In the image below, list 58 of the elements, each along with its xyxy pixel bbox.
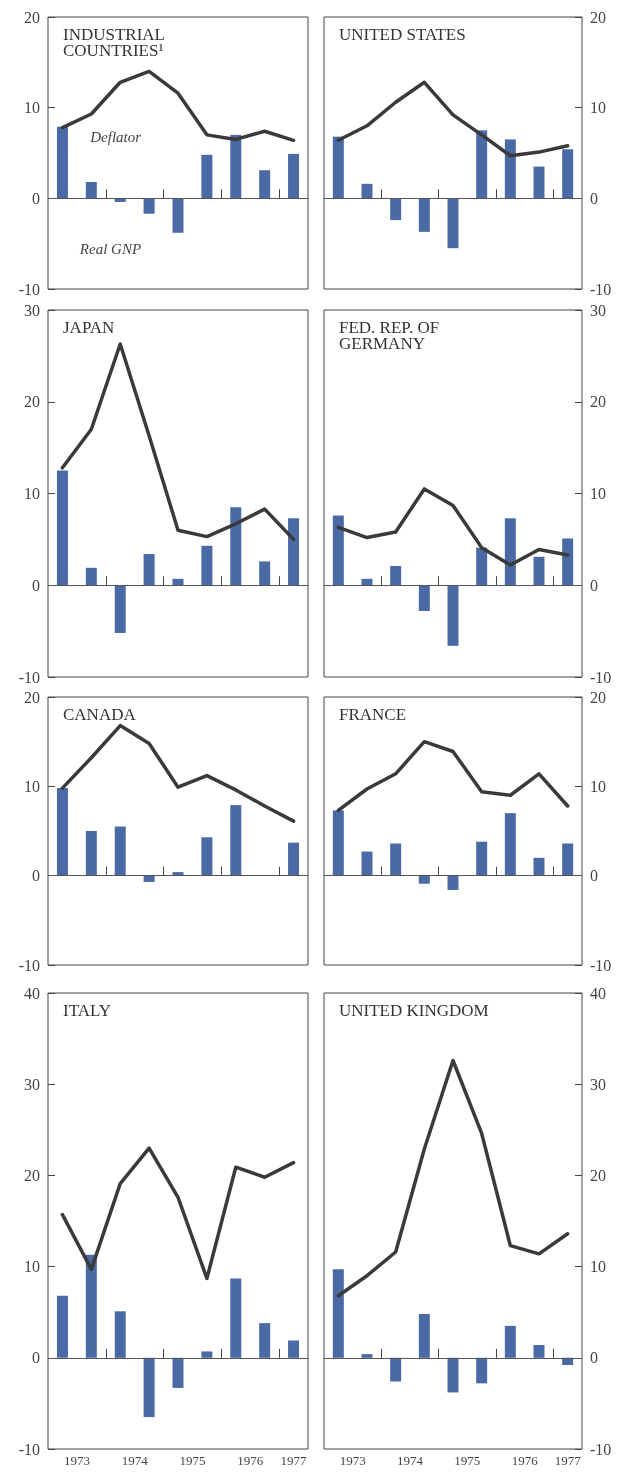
y-tick-label: 20 bbox=[24, 1166, 40, 1184]
x-tick-label: 1976 bbox=[237, 1453, 264, 1468]
y-tick-label: -10 bbox=[18, 956, 40, 974]
y-tick-label: 0 bbox=[32, 576, 40, 594]
y-tick-label: 40 bbox=[590, 984, 606, 1002]
y-tick-label: 20 bbox=[24, 8, 40, 26]
text: FED. REP. OF GERMANY bbox=[339, 317, 444, 353]
text: INDUSTRIAL COUNTRIES¹ bbox=[63, 24, 169, 60]
x-tick-label: 1975 bbox=[454, 1453, 481, 1468]
y-tick-label: 0 bbox=[590, 1349, 598, 1367]
y-tick-label: 10 bbox=[24, 777, 40, 795]
y-tick-label: 10 bbox=[590, 1258, 606, 1276]
y-tick-label: -10 bbox=[18, 668, 40, 686]
x-tick-label: 1975 bbox=[179, 1453, 206, 1468]
chart-title: ITALY bbox=[63, 1000, 111, 1020]
x-tick-label: 1974 bbox=[121, 1453, 149, 1468]
y-tick-label: -10 bbox=[590, 280, 612, 298]
x-tick-label: 1973 bbox=[63, 1453, 90, 1468]
y-tick-label: 0 bbox=[590, 576, 598, 594]
y-tick-label: 30 bbox=[24, 301, 40, 319]
chart-title: UNITED KINGDOM bbox=[339, 1000, 489, 1020]
y-tick-label: 10 bbox=[24, 1258, 40, 1276]
y-tick-label: 20 bbox=[24, 688, 40, 706]
chart-title: CANADA bbox=[63, 704, 137, 724]
y-tick-label: -10 bbox=[18, 1440, 40, 1458]
y-tick-label: 0 bbox=[590, 189, 598, 207]
y-tick-label: 10 bbox=[590, 485, 606, 502]
y-tick-label: -10 bbox=[590, 668, 612, 686]
y-tick-label: -10 bbox=[590, 956, 612, 974]
y-tick-label: 10 bbox=[590, 99, 606, 117]
chart-title: UNITED STATES bbox=[339, 24, 466, 44]
y-tick-label: 30 bbox=[590, 1075, 606, 1093]
x-tick-label: 1976 bbox=[511, 1453, 539, 1468]
series-label: Real GNP bbox=[78, 241, 142, 258]
y-tick-label: 40 bbox=[24, 984, 40, 1002]
y-tick-label: 10 bbox=[24, 99, 40, 117]
y-tick-label: 0 bbox=[590, 867, 598, 885]
x-tick-label: 1974 bbox=[397, 1453, 424, 1468]
x-tick-label: 1973 bbox=[339, 1453, 366, 1468]
series-label: Deflator bbox=[89, 128, 142, 145]
y-tick-label: 30 bbox=[24, 1075, 40, 1093]
y-tick-label: -10 bbox=[590, 1440, 612, 1458]
chart-title: FRANCE bbox=[339, 704, 407, 724]
y-tick-label: 10 bbox=[590, 777, 606, 795]
y-tick-label: 20 bbox=[590, 393, 606, 411]
y-tick-label: 20 bbox=[590, 688, 606, 706]
y-tick-label: 10 bbox=[24, 485, 40, 502]
y-tick-label: 30 bbox=[590, 301, 606, 319]
x-tick-label: 1977 bbox=[554, 1453, 582, 1468]
x-tick-label: 1977 bbox=[280, 1453, 308, 1468]
y-tick-label: 20 bbox=[590, 1166, 606, 1184]
chart-title: JAPAN bbox=[63, 317, 115, 337]
y-tick-label: 20 bbox=[24, 393, 40, 411]
y-tick-label: 0 bbox=[32, 1349, 40, 1367]
y-tick-label: 0 bbox=[32, 867, 40, 885]
y-tick-label: -10 bbox=[18, 280, 40, 298]
y-tick-label: 0 bbox=[32, 189, 40, 207]
y-tick-label: 20 bbox=[590, 8, 606, 26]
